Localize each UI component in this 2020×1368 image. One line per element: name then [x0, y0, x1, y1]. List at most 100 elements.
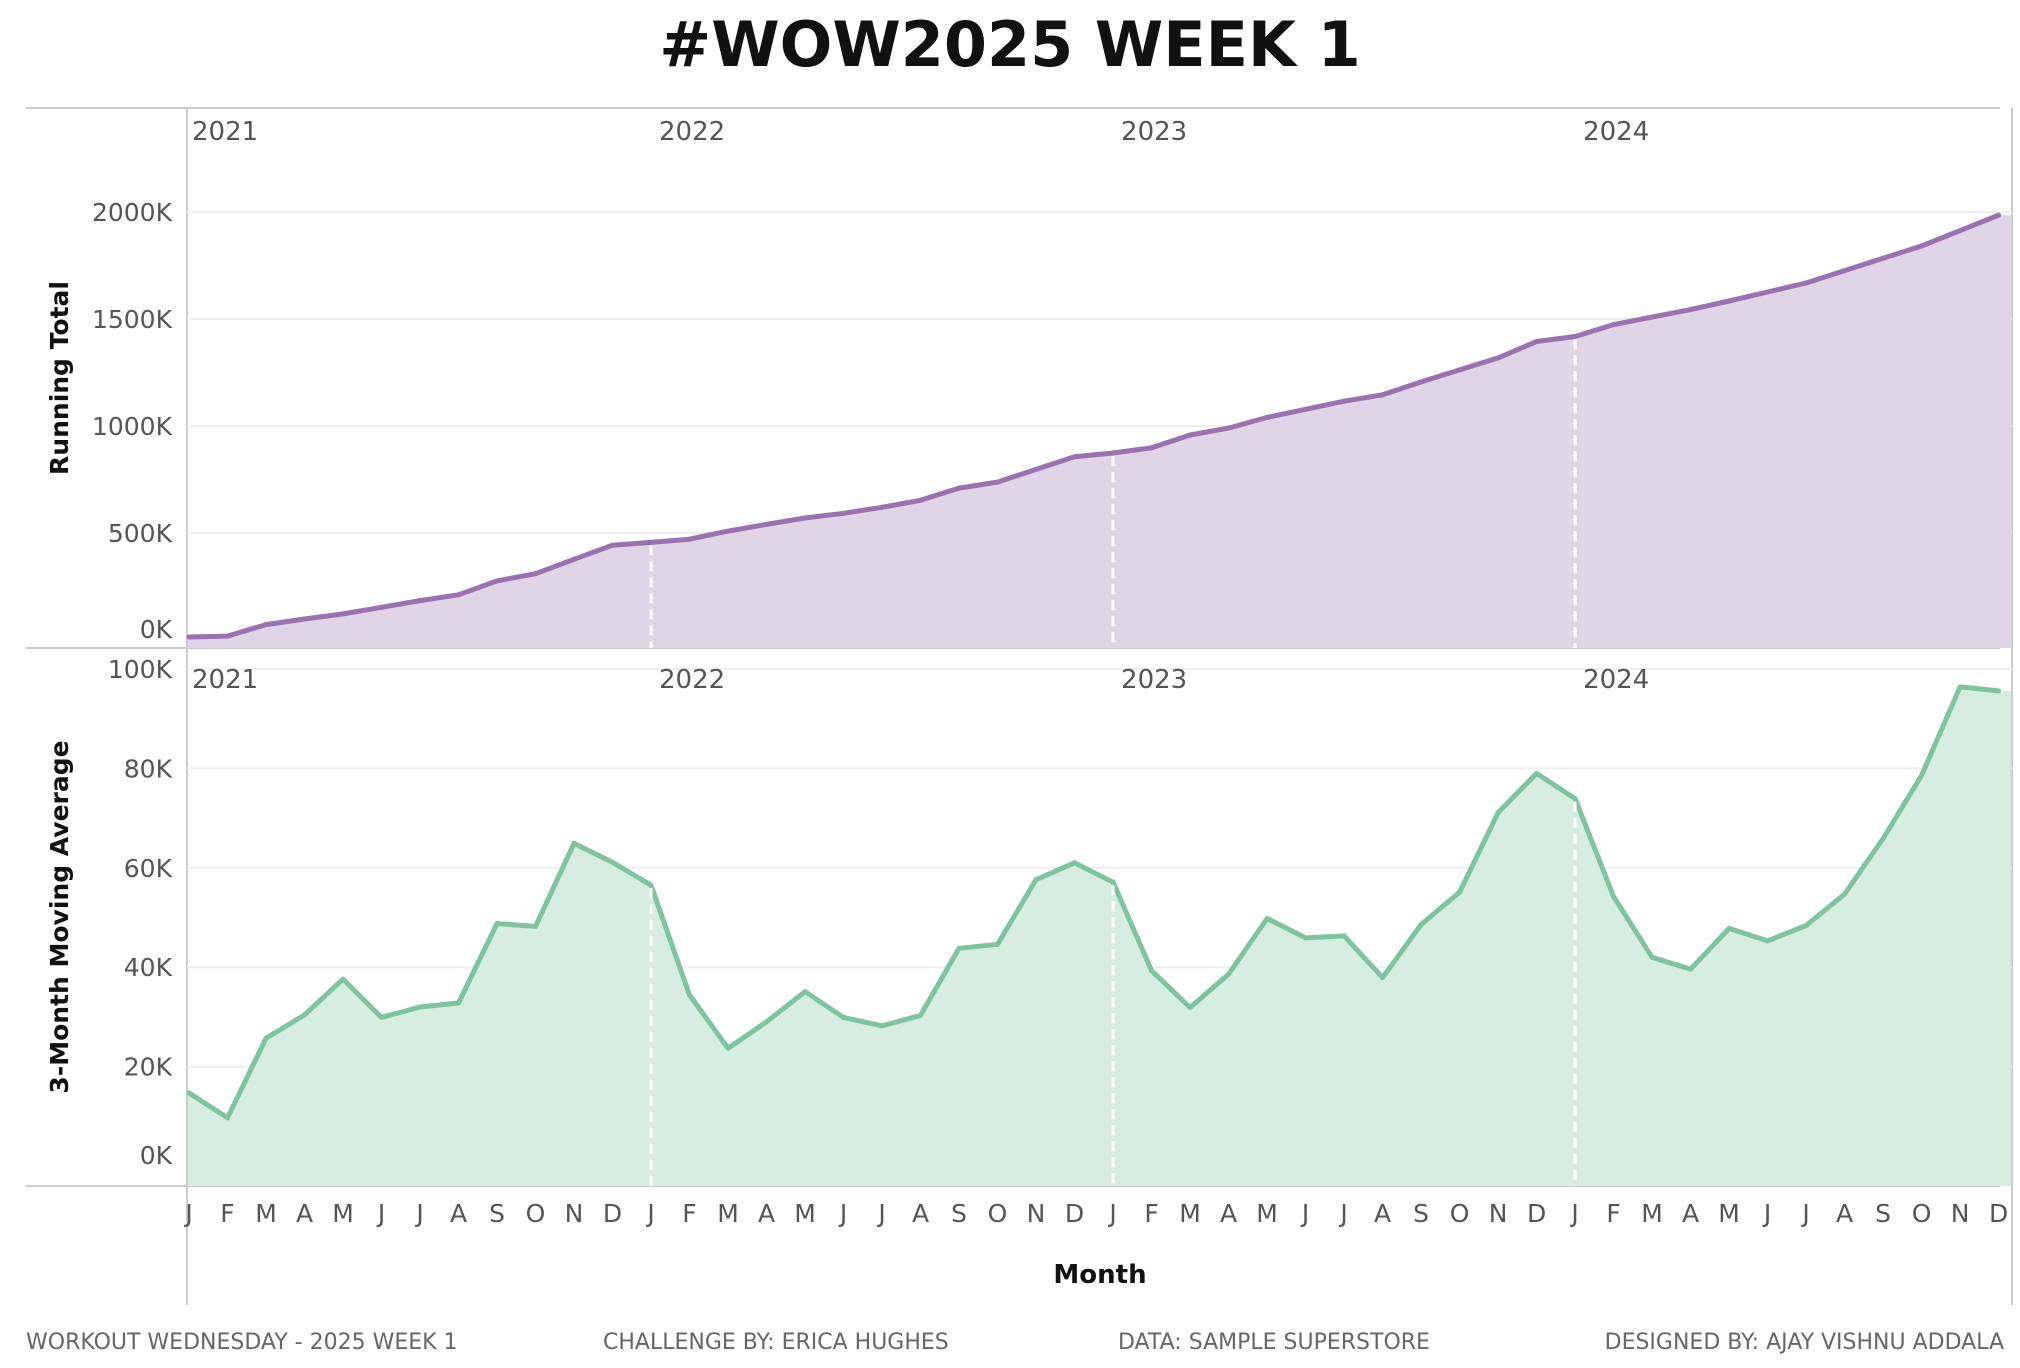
month-tick-label: A — [296, 1199, 313, 1228]
moving-average-point — [302, 1012, 307, 1018]
running-total-point — [263, 622, 269, 628]
month-tick-label: J — [376, 1199, 385, 1228]
running-total-point — [1033, 466, 1039, 472]
running-total-point — [1996, 212, 2002, 218]
month-tick-label: J — [183, 1199, 192, 1228]
month-tick-label: A — [912, 1199, 929, 1228]
running-total-point — [1534, 339, 1540, 344]
y-tick-label: 20K — [124, 1053, 173, 1082]
moving-average-point — [1996, 688, 2002, 694]
moving-average-point — [417, 1004, 423, 1010]
running-total-point — [456, 592, 461, 598]
running-total-line — [188, 212, 2000, 640]
month-tick-label: D — [1065, 1199, 1084, 1228]
running-total-point — [648, 539, 654, 545]
month-tick-label: A — [450, 1199, 467, 1228]
month-tick-label: M — [332, 1199, 354, 1228]
month-tick-label: J — [876, 1199, 885, 1228]
y-tick-label: 1000K — [92, 412, 173, 441]
month-tick-label: A — [758, 1199, 775, 1228]
moving-average-point — [1880, 836, 1886, 841]
month-tick-label: J — [1800, 1199, 1809, 1228]
month-tick-label: N — [1951, 1199, 1970, 1228]
running-total-point — [1341, 398, 1347, 404]
month-tick-label: J — [1300, 1199, 1309, 1228]
running-total-point — [186, 634, 192, 640]
month-tick-label: J — [1569, 1199, 1578, 1228]
page-title: #WOW2025 WEEK 1 — [659, 8, 1361, 81]
moving-average-point — [225, 1115, 230, 1121]
moving-average-point — [1842, 891, 1848, 897]
moving-average-point — [1226, 971, 1232, 977]
running-total-point — [533, 571, 538, 577]
moving-average-point — [1572, 796, 1578, 802]
month-tick-label: N — [1489, 1199, 1508, 1228]
moving-average-point — [879, 1023, 885, 1029]
running-total-point — [1688, 307, 1694, 313]
running-total-point — [1957, 228, 1963, 234]
moving-average-point — [1341, 933, 1347, 939]
moving-average-point — [1803, 923, 1809, 928]
moving-average-point — [1072, 860, 1077, 866]
moving-average-point — [1495, 810, 1501, 816]
running-total-point — [1072, 454, 1077, 460]
month-tick-label: J — [838, 1199, 847, 1228]
running-total-point — [1572, 334, 1578, 339]
month-tick-label: M — [1718, 1199, 1740, 1228]
moving-average-point — [610, 859, 615, 865]
running-total-point — [1264, 414, 1270, 420]
y-tick-label: 1500K — [92, 305, 173, 334]
year-label: 2021 — [192, 117, 258, 147]
moving-average-point — [1149, 968, 1155, 974]
footer-challenge-by: CHALLENGE BY: ERICA HUGHES — [603, 1330, 949, 1355]
running-total-point — [725, 528, 731, 534]
footer-data-source: DATA: SAMPLE SUPERSTORE — [1118, 1330, 1430, 1355]
month-tick-label: F — [682, 1199, 696, 1228]
running-total-point — [379, 604, 384, 610]
month-tick-label: A — [1220, 1199, 1237, 1228]
y-tick-label: 500K — [108, 519, 173, 548]
moving-average-point — [1919, 772, 1925, 778]
month-tick-label: J — [645, 1199, 654, 1228]
running-total-point — [1303, 406, 1309, 412]
y-tick-label: 0K — [140, 615, 173, 644]
moving-average-point — [533, 923, 538, 929]
running-total-point — [225, 633, 230, 639]
moving-average-point — [687, 992, 692, 998]
year-label: 2024 — [1583, 665, 1649, 695]
month-tick-label: S — [489, 1199, 505, 1228]
moving-average-point — [1765, 938, 1771, 944]
month-tick-label: S — [1875, 1199, 1891, 1228]
month-tick-label: N — [565, 1199, 584, 1228]
year-label: 2022 — [659, 117, 725, 147]
x-axis-label: Month — [1053, 1260, 1146, 1290]
month-tick-label: F — [1606, 1199, 1620, 1228]
month-tick-label: O — [526, 1199, 546, 1228]
moving-average-point — [340, 976, 346, 982]
running-total-point — [1919, 243, 1925, 249]
running-total-point — [1803, 280, 1809, 286]
running-total-area — [188, 215, 2011, 648]
moving-average-point — [1110, 879, 1116, 885]
moving-average-point — [956, 945, 962, 951]
month-tick-label: D — [1527, 1199, 1546, 1228]
running-total-point — [302, 616, 307, 622]
y-tick-label: 60K — [124, 854, 173, 883]
month-tick-label: A — [1374, 1199, 1391, 1228]
running-total-point — [1226, 425, 1232, 431]
moving-average-point — [1264, 916, 1270, 921]
month-tick-label: A — [1836, 1199, 1853, 1228]
running-total-point — [1418, 379, 1424, 385]
month-tick-label: S — [1413, 1199, 1429, 1228]
running-total-point — [1726, 298, 1732, 304]
running-total-point — [1380, 392, 1386, 398]
moving-average-point — [1033, 877, 1039, 883]
month-tick-label: S — [951, 1199, 967, 1228]
moving-average-point — [186, 1090, 192, 1096]
month-tick-label: M — [1641, 1199, 1663, 1228]
moving-average-point — [1611, 894, 1617, 900]
month-tick-label: J — [1338, 1199, 1347, 1228]
month-tick-label: J — [414, 1199, 423, 1228]
running-total-point — [764, 521, 769, 527]
y-tick-label: 40K — [124, 953, 173, 982]
